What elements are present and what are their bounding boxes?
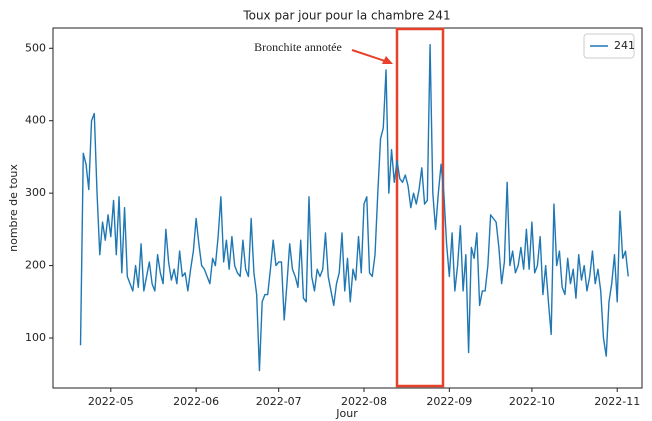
y-tick-label: 500	[25, 41, 46, 54]
annotation: Bronchite annotée	[254, 40, 342, 54]
y-tick-label: 100	[25, 331, 46, 344]
legend-box	[583, 33, 635, 59]
line	[79, 43, 629, 372]
y-tick-label: 400	[25, 114, 46, 127]
x-tick-label: 2022-09	[426, 395, 472, 408]
highlight-box	[395, 27, 445, 388]
chart-title: Toux par jour pour la chambre 241	[242, 9, 450, 23]
annotation-arrow	[351, 49, 389, 63]
y-axis-label: nombre de toux	[7, 164, 20, 252]
x-tick-label: 2022-05	[88, 395, 134, 408]
x-tick-label: 2022-07	[256, 395, 302, 408]
x-axis-label: Jour	[335, 407, 358, 420]
y-tick-label: 200	[25, 259, 46, 272]
plot-frame	[52, 27, 643, 389]
x-tick-label: 2022-08	[341, 395, 387, 408]
legend-label: 241	[614, 39, 635, 52]
y-tick-label: 300	[25, 186, 46, 199]
x-tick-label: 2022-11	[594, 395, 640, 408]
x-tick-label: 2022-10	[509, 395, 555, 408]
annotation-arrowhead	[382, 56, 393, 64]
x-tick-label: 2022-06	[173, 395, 219, 408]
